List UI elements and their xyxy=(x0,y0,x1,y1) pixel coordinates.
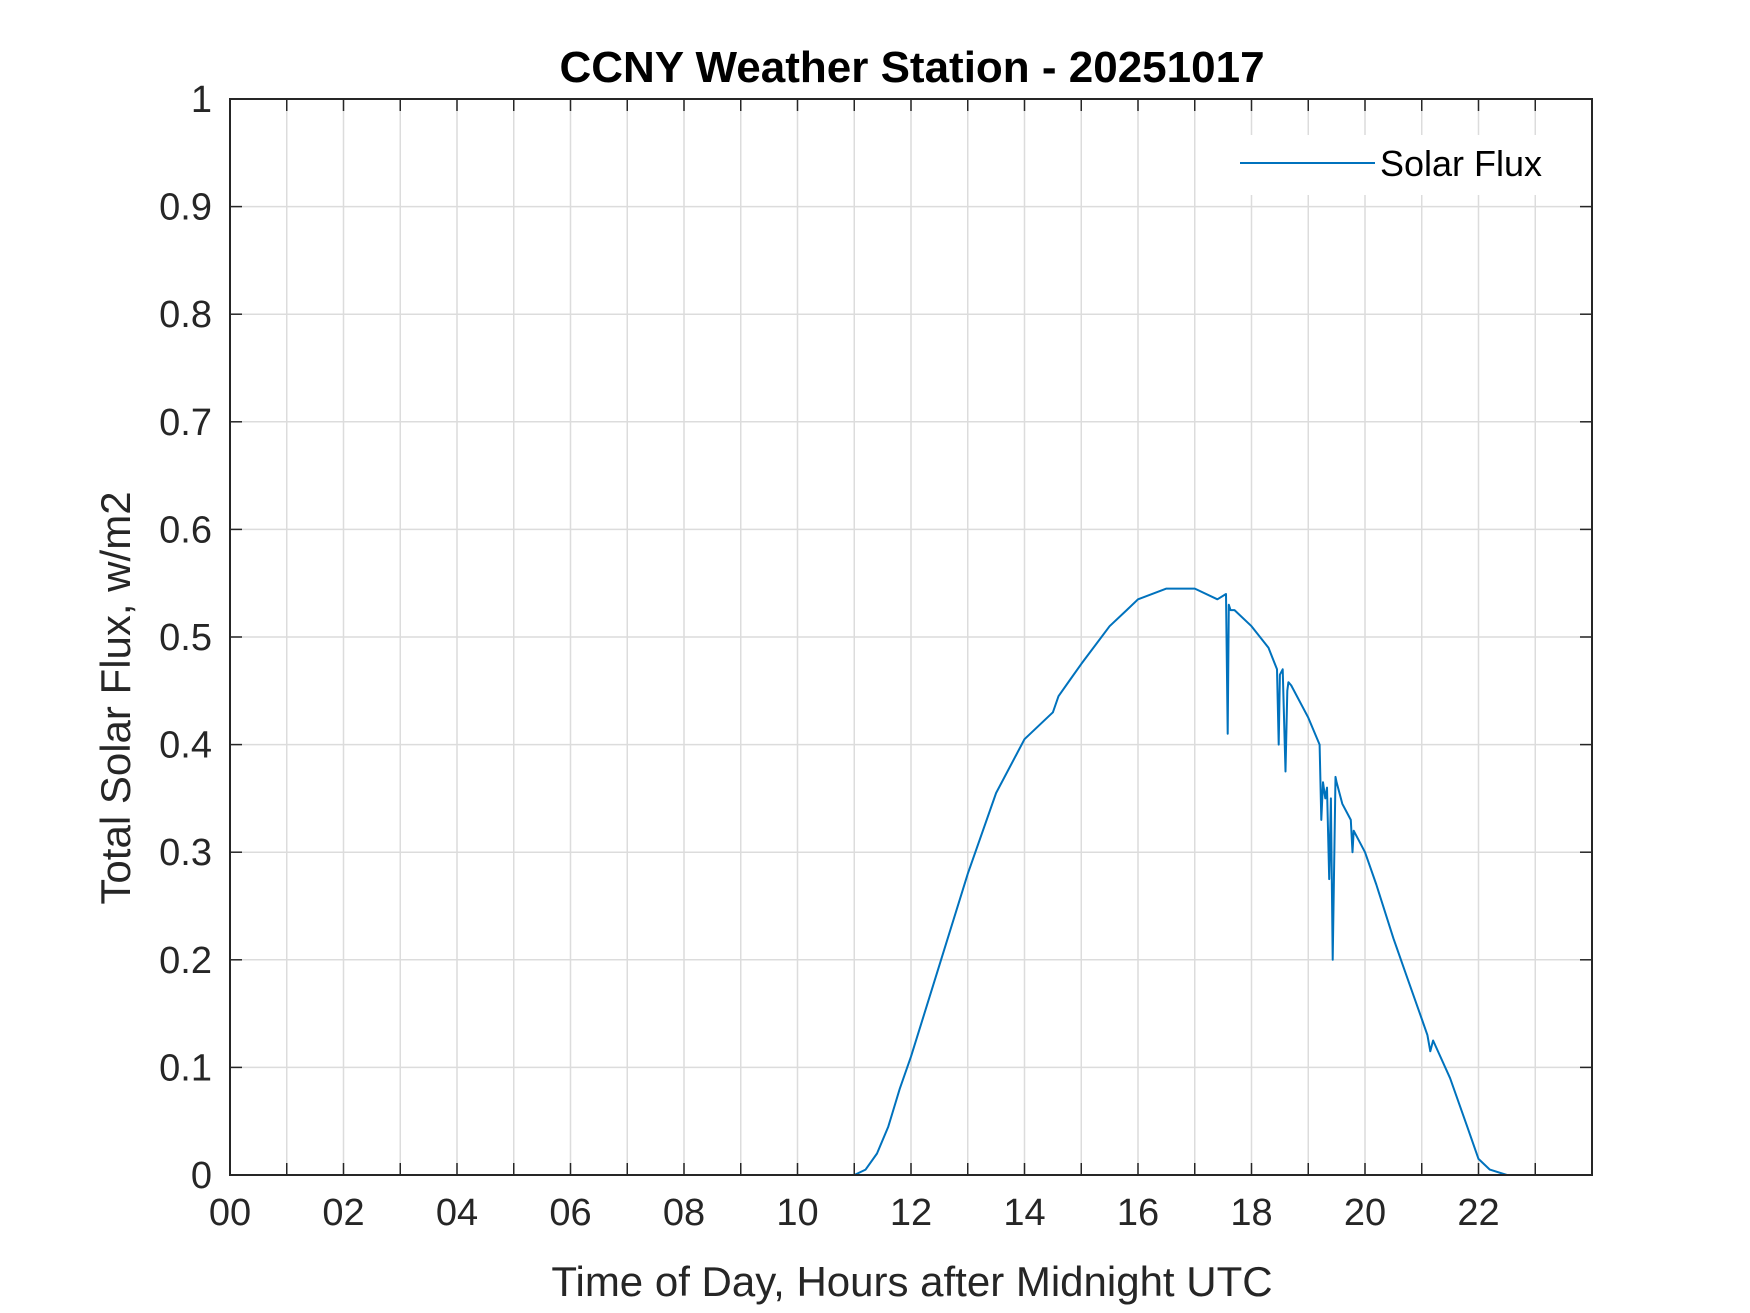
x-tick-label: 20 xyxy=(1344,1192,1386,1234)
legend: Solar Flux xyxy=(1225,135,1570,195)
y-tick-label: 0.5 xyxy=(159,617,212,659)
y-tick-label: 0.4 xyxy=(159,725,212,767)
series-line-solar-flux xyxy=(230,587,1592,1176)
y-tick-label: 0.1 xyxy=(159,1047,212,1089)
y-tick-label: 0.9 xyxy=(159,187,212,229)
x-axis-label: Time of Day, Hours after Midnight UTC xyxy=(551,1258,1272,1305)
x-tick-label: 08 xyxy=(663,1192,705,1234)
series-lines xyxy=(230,587,1592,1176)
y-tick-label: 0.7 xyxy=(159,402,212,444)
x-tick-label: 18 xyxy=(1230,1192,1272,1234)
y-tick-label: 0.6 xyxy=(159,509,212,551)
y-tick-label: 1 xyxy=(191,79,212,121)
chart-title: CCNY Weather Station - 20251017 xyxy=(559,43,1264,92)
tick-marks xyxy=(229,98,1593,1176)
y-tick-label: 0 xyxy=(191,1155,212,1197)
y-tick-labels: 0 0.1 0.2 0.3 0.4 0.5 0.6 0.7 0.8 0.9 1 xyxy=(159,79,212,1197)
x-tick-label: 02 xyxy=(322,1192,364,1234)
grid-lines xyxy=(230,99,1592,1175)
x-tick-label: 16 xyxy=(1117,1192,1159,1234)
legend-label-solar-flux: Solar Flux xyxy=(1380,143,1542,184)
y-tick-label: 0.8 xyxy=(159,294,212,336)
legend-box xyxy=(1225,135,1570,195)
x-tick-label: 14 xyxy=(1003,1192,1045,1234)
x-tick-label: 22 xyxy=(1457,1192,1499,1234)
x-tick-label: 06 xyxy=(549,1192,591,1234)
y-tick-label: 0.3 xyxy=(159,832,212,874)
x-tick-label: 00 xyxy=(209,1192,251,1234)
x-tick-labels: 00 02 04 06 08 10 12 14 16 18 20 22 xyxy=(209,1192,1500,1234)
x-tick-label: 12 xyxy=(890,1192,932,1234)
y-tick-label: 0.2 xyxy=(159,940,212,982)
x-tick-label: 04 xyxy=(436,1192,478,1234)
y-axis-label: Total Solar Flux, w/m2 xyxy=(92,491,139,904)
x-tick-label: 10 xyxy=(776,1192,818,1234)
